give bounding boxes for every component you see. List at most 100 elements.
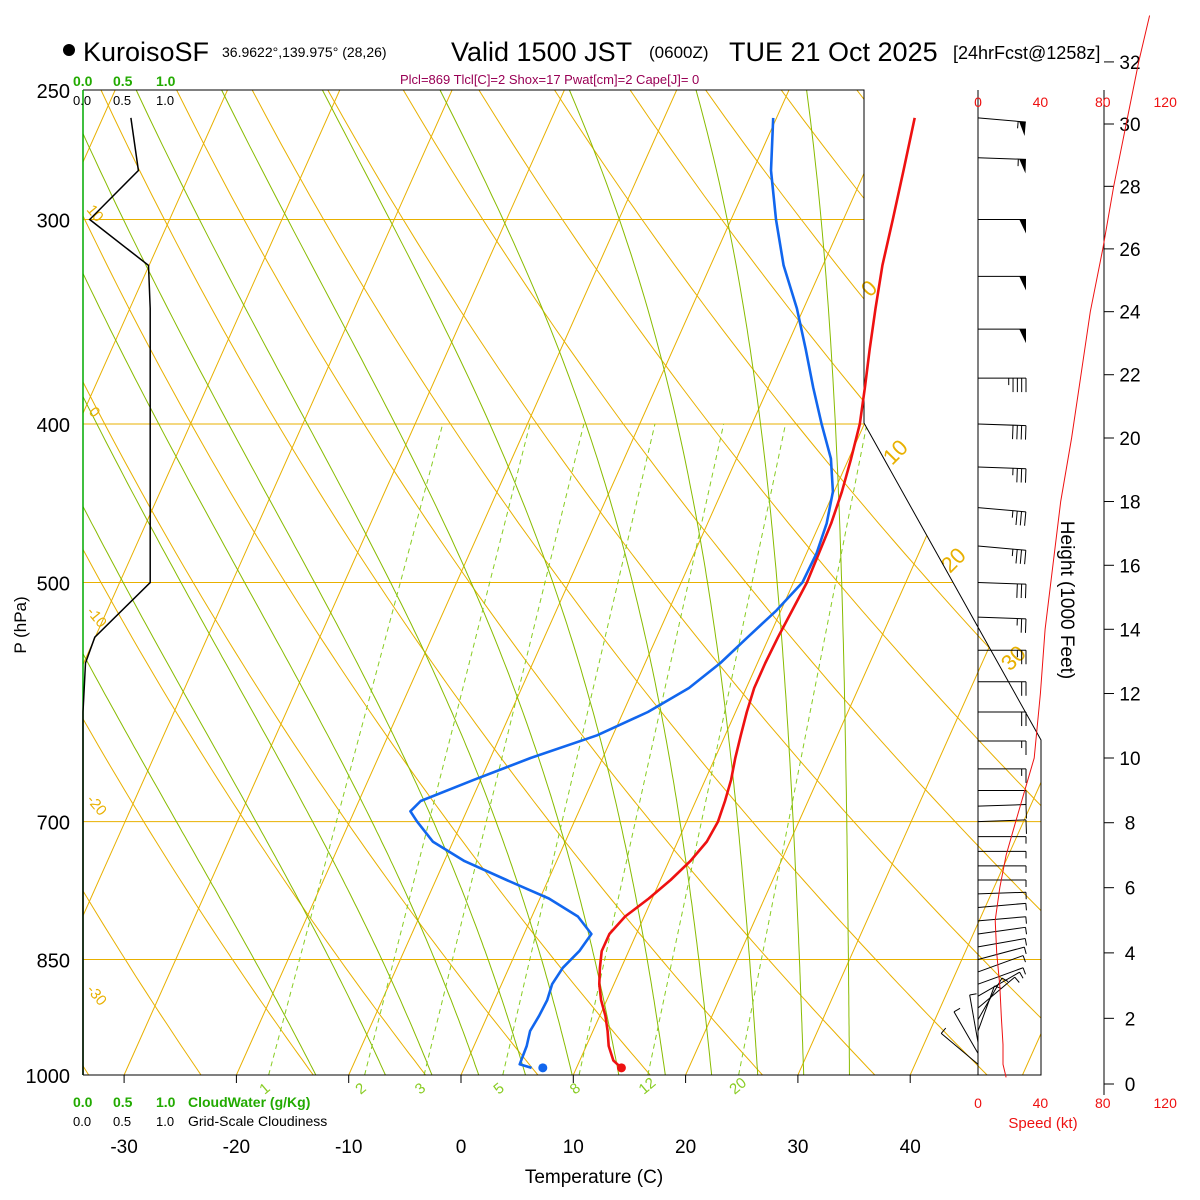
cloudiness-tick-0: 0.0 [73,93,91,108]
isotherm-0 [445,90,915,1075]
wind-barb [978,865,1027,873]
mixing-ratio-8 [578,423,725,1075]
height-tick-label-6: 6 [1125,879,1136,900]
wind-barb [978,850,1027,859]
speed-bottom-tick-80: 80 [1095,1095,1111,1111]
dry-adiabat-290 [83,90,681,1075]
dry-adiabat-300 [87,90,795,1075]
wind-barb [977,616,1027,633]
wind-barb [978,836,1027,844]
wind-barb [977,902,1027,911]
valid-zulu: (0600Z) [649,43,709,62]
x-tick-label--30: -30 [110,1137,137,1158]
dry-adiabat-250 [83,90,226,1075]
height-tick-label-12: 12 [1119,685,1140,706]
pressure-tick-label-700: 700 [37,813,70,835]
forecast-info: [24hrFcst@1258z] [953,43,1100,63]
height-tick-label-30: 30 [1119,115,1140,136]
dry-adiabat-350 [460,90,1041,1075]
dry-adiabat-260 [83,90,340,1075]
wind-barb [977,582,1027,599]
wind-barb [977,946,1027,961]
dry-adiabat-270 [83,90,454,1075]
cloudiness-label: Grid-Scale Cloudiness [188,1113,327,1129]
dewpoint-profile [409,117,835,1070]
x-axis-title: Temperature (C) [525,1167,663,1188]
moist-adiabat-32 [687,90,806,1075]
moist-adiabat-8 [83,90,536,1075]
mixing-ratio-2 [364,423,531,1075]
height-tick-label-16: 16 [1119,556,1140,577]
plot-boundary [83,89,1042,1076]
wind-barb [977,423,1027,440]
x-tick-label--10: -10 [335,1137,362,1158]
cloudwater-bottom-tick-1: 1.0 [156,1094,176,1110]
cloudwater-tick-0: 0.0 [73,73,93,89]
pressure-tick-label-250: 250 [37,81,70,103]
x-tick-label--20: -20 [223,1137,250,1158]
dry-adiabat-340 [386,90,1041,1075]
speed-bottom-tick-0: 0 [974,1095,982,1111]
station-coords: 36.9622°,139.975° (28,26) [222,44,387,60]
wind-barb [977,976,1020,1009]
valid-date: TUE 21 Oct 2025 [729,37,938,67]
wind-barb [977,971,1024,997]
height-tick-label-20: 20 [1119,429,1140,450]
wind-barb [969,993,979,1043]
height-tick-label-18: 18 [1119,493,1140,514]
isotherm--30 [108,90,578,1075]
moist-adiabat-12 [122,90,581,1075]
height-tick-label-10: 10 [1119,749,1140,770]
height-tick-label-8: 8 [1125,814,1136,835]
moist-adiabat-28 [556,90,761,1075]
speed-bottom-tick-120: 120 [1154,1095,1178,1111]
cloudwater-bottom-tick-0: 0.0 [73,1094,93,1110]
moist-adiabat-36 [802,90,851,1075]
moist-adiabat--10 [83,157,334,1075]
temperature-profile [597,117,916,1069]
height-tick-label-32: 32 [1119,53,1140,74]
dry-adiabat-280 [83,90,567,1075]
wind-barb [977,804,1027,819]
thermo-grid [83,90,1041,1075]
height-tick-label-28: 28 [1119,177,1140,198]
speed-top-tick-0: 0 [974,94,982,110]
cloudiness-bottom-tick-0: 0.0 [73,1114,91,1129]
pressure-tick-label-850: 850 [37,951,70,973]
x-tick-label-20: 20 [675,1137,696,1158]
wind-barb [978,789,1027,805]
isotherm--60 [83,90,241,1075]
speed-top-tick-40: 40 [1033,94,1049,110]
cloudiness-profile [82,117,151,1075]
station-name: KuroisoSF [83,37,209,67]
isotherm--40 [83,90,466,1075]
mixing-ratio-5 [502,423,656,1075]
moist-adiabat--4 [83,90,402,1075]
cloudwater-tick-05: 0.5 [113,73,133,89]
wind-barb [978,768,1027,783]
wind-barb [977,938,1027,948]
moist-adiabat-0 [83,90,446,1075]
wind-barb [978,377,1027,393]
cloudiness-tick-1: 1.0 [156,93,174,108]
wind-barbs [940,117,1028,1065]
speed-top-tick-120: 120 [1154,94,1178,110]
cloudiness-line [82,117,151,1075]
height-tick-label-4: 4 [1125,944,1136,965]
wind-barb [977,967,1026,985]
cloudwater-bottom-tick-05: 0.5 [113,1094,133,1110]
wind-barb [978,740,1027,756]
isotherm--50 [83,90,354,1075]
height-tick-label-0: 0 [1125,1075,1136,1096]
wind-barb [978,681,1027,696]
wind-barb [977,507,1027,526]
cloudiness-bottom-tick-1: 1.0 [156,1114,174,1129]
stability-indices: Plcl=869 Tlcl[C]=2 Shox=17 Pwat[cm]=2 Ca… [400,72,699,87]
wind-barb [977,545,1027,565]
wind-barb [977,955,1026,973]
x-tick-label-40: 40 [900,1137,921,1158]
mixing-ratio-1 [268,423,444,1075]
wind-barb [978,649,1027,665]
moist-adiabat-16 [206,90,626,1075]
